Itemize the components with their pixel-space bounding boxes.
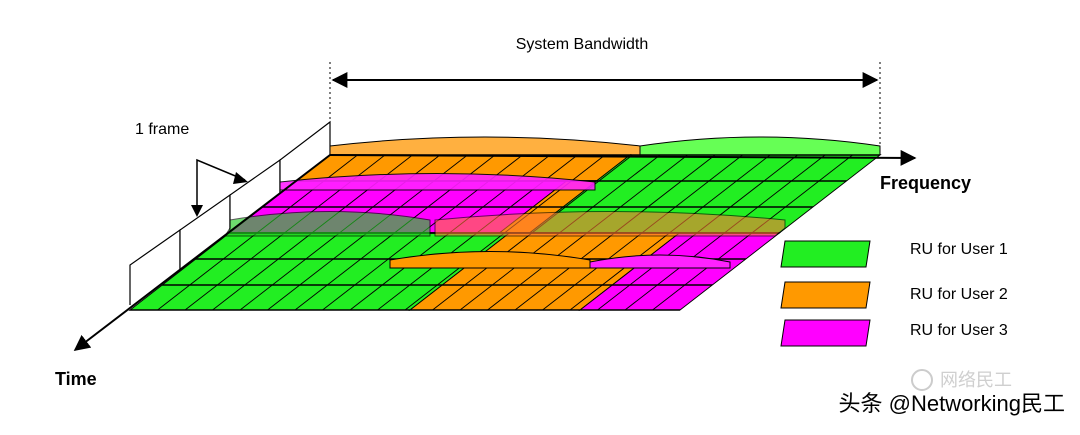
dome <box>639 136 881 156</box>
watermark-text: 网络民工 <box>940 370 1012 390</box>
legend-swatch <box>780 319 871 347</box>
legend-label: RU for User 3 <box>910 322 1008 339</box>
frequency-label: Frequency <box>880 173 971 193</box>
legend-label: RU for User 2 <box>910 286 1008 303</box>
arrow-head <box>233 172 248 184</box>
frame-label: 1 frame <box>135 121 189 138</box>
watermark-caption: 头条 @Networking民工 <box>839 391 1066 416</box>
legend-swatch <box>780 281 871 309</box>
time-axis <box>73 154 331 351</box>
legend-label: RU for User 1 <box>910 241 1008 258</box>
dome <box>279 173 596 191</box>
frequency-axis <box>329 149 917 166</box>
bandwidth-label: System Bandwidth <box>516 36 649 53</box>
arrow-head <box>191 205 203 217</box>
dome <box>434 211 786 237</box>
dome <box>589 254 731 269</box>
time-label: Time <box>55 369 97 389</box>
frame-pointer <box>196 158 246 215</box>
dome <box>329 136 641 156</box>
watermark-logo <box>911 369 933 391</box>
legend-swatch <box>780 240 871 268</box>
dome <box>389 251 591 269</box>
